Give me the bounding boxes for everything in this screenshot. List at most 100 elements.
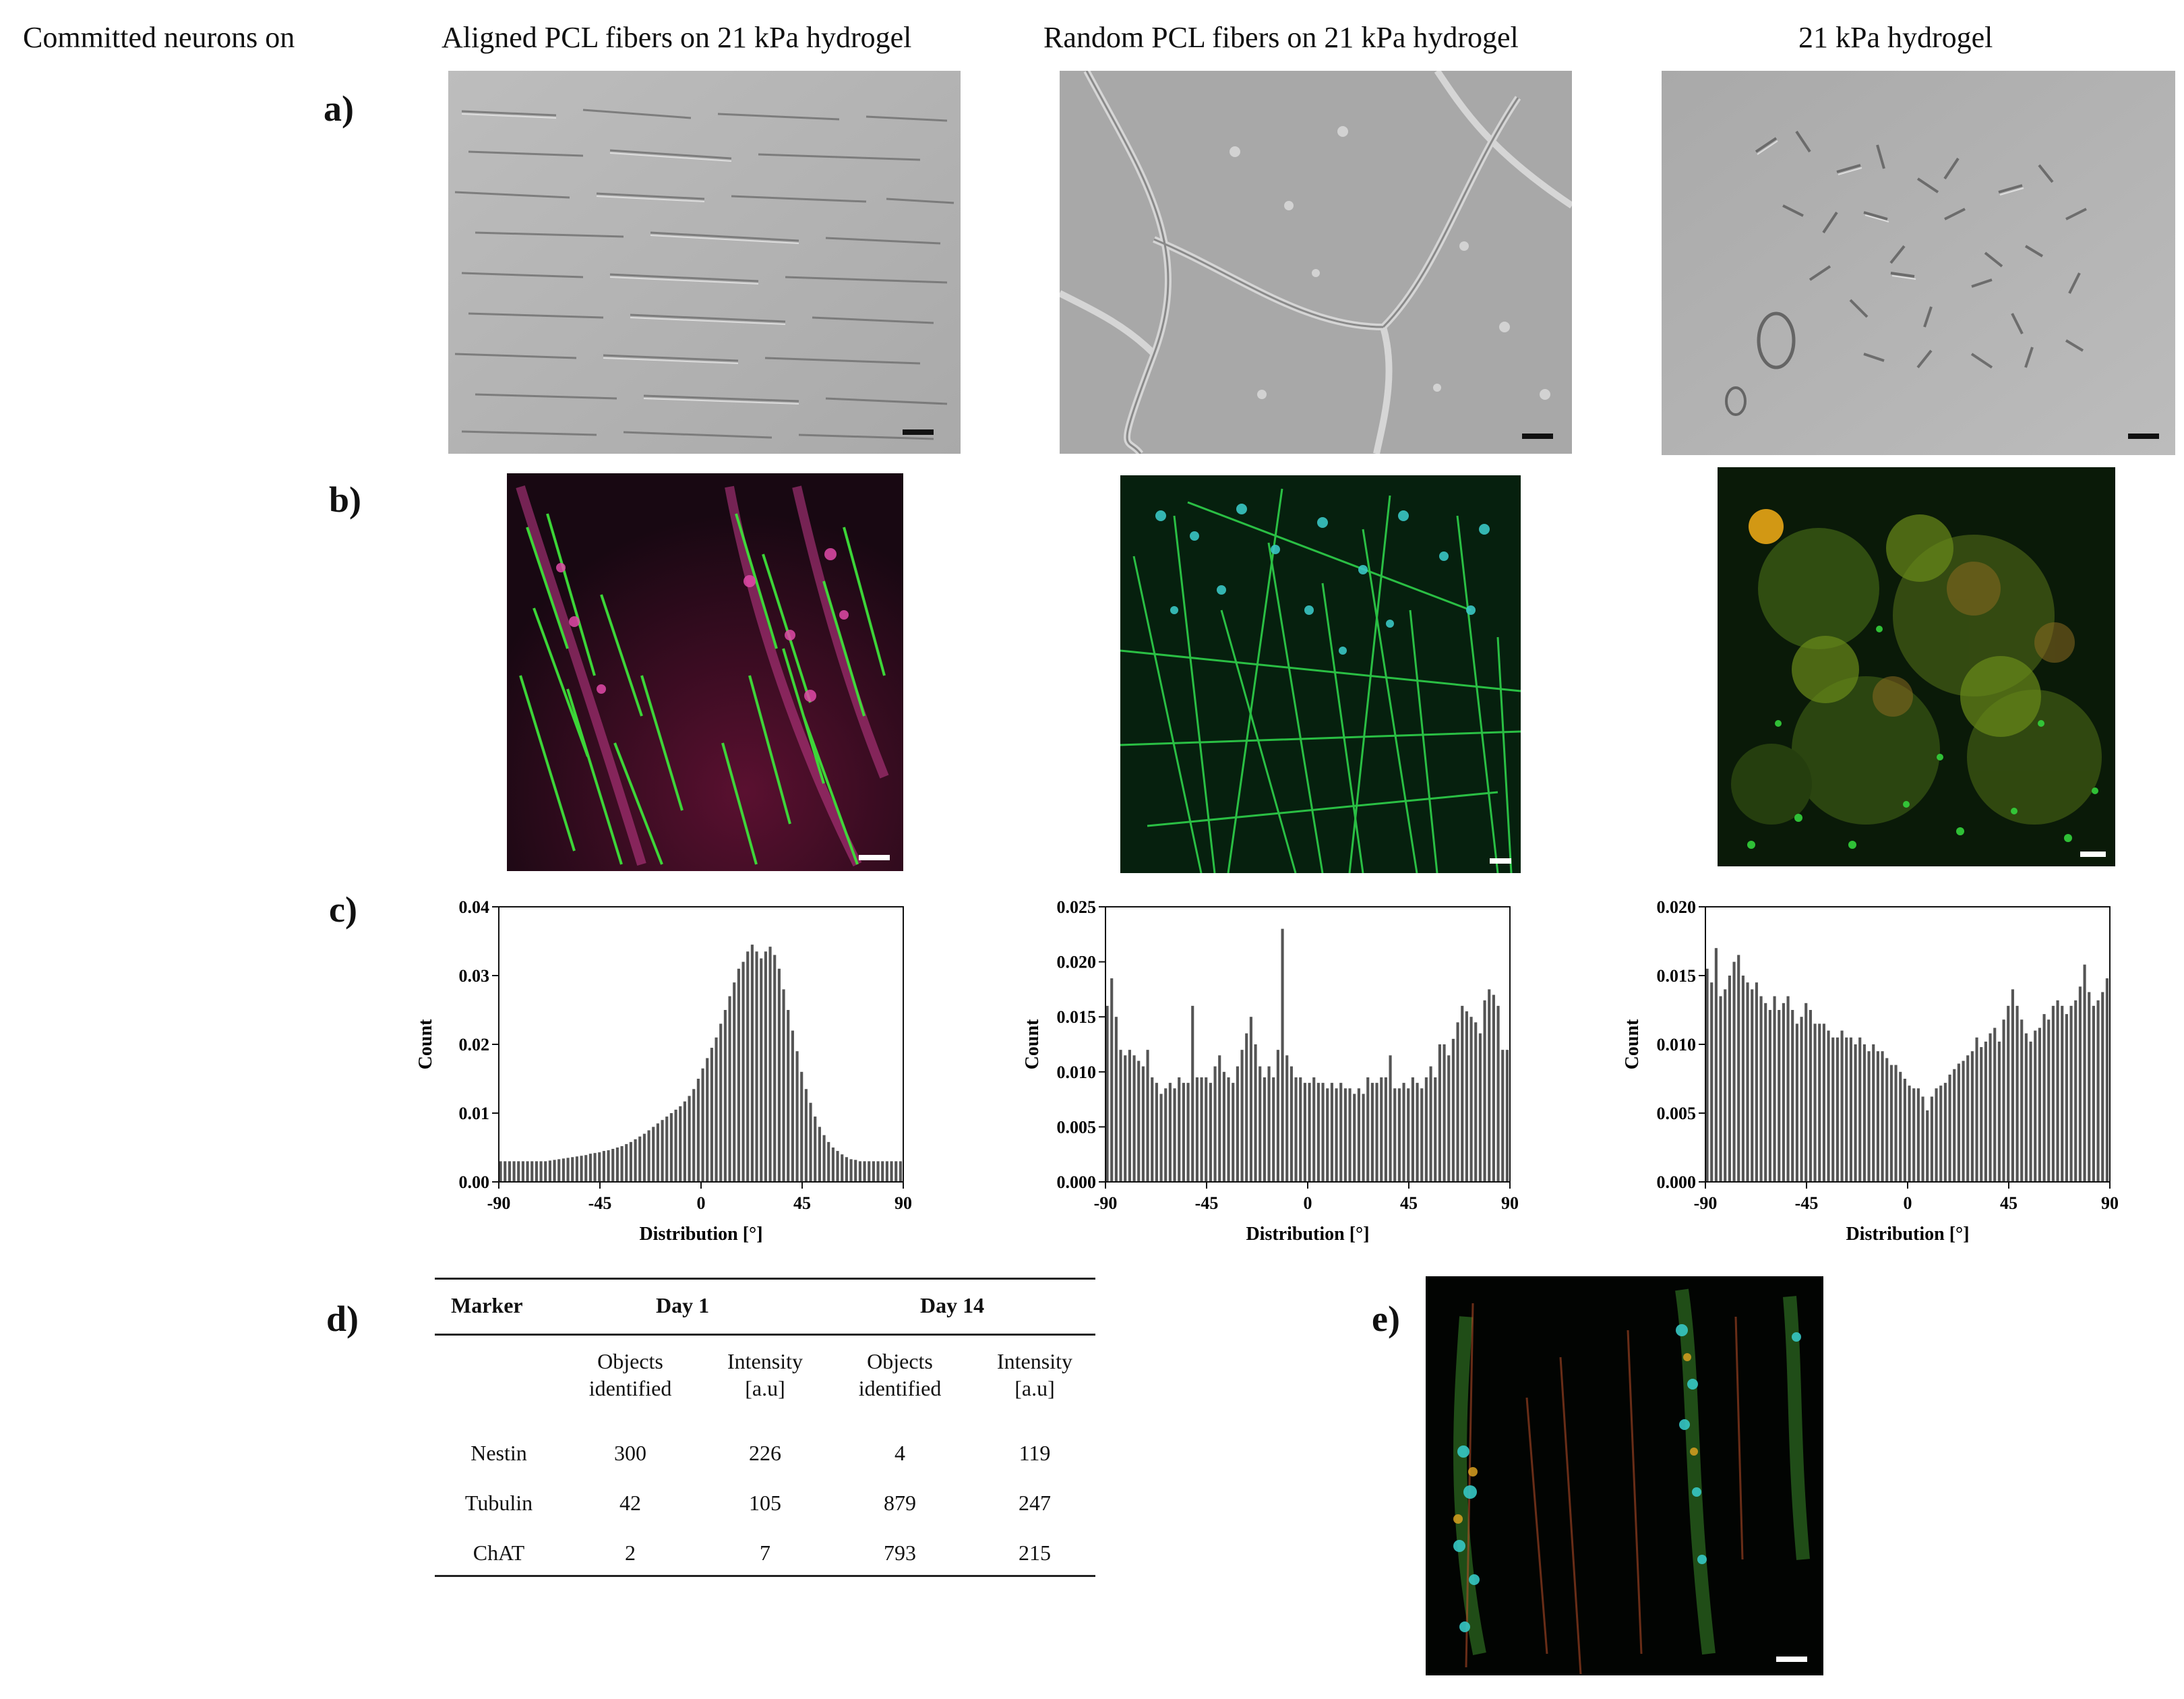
histogram-bar	[800, 1071, 803, 1182]
histogram-bar	[1137, 1061, 1141, 1182]
histogram-hydrogel-svg: 0.000 0.005 0.010 0.015 0.020 -90 -45 0 45 90 Dist…	[1622, 897, 2119, 1245]
histogram-bar	[692, 1089, 696, 1182]
scale-bar	[1490, 858, 1511, 864]
histogram-bar	[1809, 1010, 1812, 1182]
histogram-bar	[1178, 1077, 1181, 1182]
histogram-bar	[845, 1157, 848, 1182]
histogram-bar	[868, 1161, 871, 1182]
histogram-bar	[1889, 1065, 1893, 1182]
histogram-bar	[1353, 1094, 1356, 1182]
x-tick-label: 0	[1304, 1193, 1312, 1213]
histogram-bar	[2088, 992, 2091, 1182]
histogram-bar	[1205, 1077, 1208, 1182]
table-top-rule	[435, 1278, 1095, 1280]
micrograph-a-hydrogel	[1662, 71, 2175, 455]
histogram-bar	[1845, 1037, 1848, 1182]
histogram-bar	[1151, 1077, 1154, 1182]
histogram-bar	[638, 1136, 642, 1182]
x-tick-label: -90	[487, 1193, 511, 1213]
histogram-bar	[787, 1010, 790, 1182]
histogram-bar	[665, 1116, 669, 1182]
histogram-bar	[741, 961, 745, 1182]
x-tick-label: -90	[1694, 1193, 1718, 1213]
histogram-bar	[1343, 1088, 1347, 1182]
histogram-bar	[1773, 996, 1776, 1182]
histogram-bar	[1989, 1033, 1992, 1182]
histogram-bar	[1759, 996, 1763, 1182]
histogram-bar	[1764, 1003, 1767, 1182]
subheader-line: Objects	[597, 1349, 663, 1373]
histogram-bar	[1903, 1079, 1906, 1182]
x-tick-label: 0	[1904, 1193, 1912, 1213]
histogram-bar	[1168, 1083, 1172, 1182]
histogram-bar	[863, 1161, 866, 1182]
histogram-bar	[1362, 1094, 1365, 1182]
histogram-bar	[755, 951, 758, 1182]
fluorescence-e	[1426, 1276, 1823, 1675]
histogram-bar	[2101, 992, 2104, 1182]
cell-d1-intensity: 7	[760, 1541, 770, 1565]
histogram-bar	[2007, 1005, 2010, 1182]
histogram-bar	[777, 968, 781, 1182]
histogram-bar	[1159, 1094, 1163, 1182]
cell-marker: ChAT	[473, 1541, 525, 1565]
histogram-bar	[2065, 1014, 2068, 1182]
histogram-bar	[723, 1010, 727, 1182]
histogram-bar	[1876, 1051, 1879, 1182]
histogram-bar	[881, 1161, 884, 1182]
histogram-bar	[1804, 1003, 1808, 1182]
histogram-bar	[1755, 982, 1758, 1182]
histogram-bar	[1321, 1083, 1325, 1182]
histogram-bar	[764, 951, 767, 1182]
histogram-bar	[679, 1106, 682, 1182]
histogram-bar	[499, 1161, 502, 1182]
histogram-bar	[1299, 1077, 1302, 1182]
histogram-bar	[1249, 1017, 1252, 1182]
histogram-bar	[1778, 1010, 1781, 1182]
y-tick-label: 0.005	[1057, 1117, 1097, 1137]
column-header-hydrogel: 21 kPa hydrogel	[1798, 21, 1993, 54]
histogram-bar	[1451, 1038, 1455, 1182]
histogram-bar	[2105, 978, 2109, 1182]
histogram-bar	[1402, 1083, 1405, 1182]
subheader-objects-day14: Objects identified	[832, 1348, 967, 1402]
histogram-bar	[1186, 1083, 1190, 1182]
histogram-bar	[688, 1096, 691, 1182]
histogram-bar	[1124, 1055, 1127, 1182]
histogram-bar	[2051, 1005, 2055, 1182]
plot-frame	[498, 906, 904, 1183]
cell-marker: Tubulin	[464, 1491, 533, 1515]
histogram-bar	[1930, 1096, 1933, 1182]
histogram-bar	[1501, 1050, 1505, 1182]
histogram-bar	[1105, 1005, 1109, 1182]
y-tick-label: 0.010	[1657, 1035, 1697, 1054]
column-header-aligned: Aligned PCL fibers on 21 kPa hydrogel	[442, 21, 912, 54]
histogram-bar	[1768, 1010, 1771, 1182]
histogram-bar	[1948, 1074, 1951, 1182]
histogram-bar	[2011, 989, 2014, 1182]
histogram-bar	[1424, 1077, 1428, 1182]
marker-table: Marker Day 1 Day 14 Objects identified I…	[435, 1278, 1095, 1577]
histogram-bar	[1420, 1088, 1424, 1182]
histogram-bar	[1488, 989, 1491, 1182]
histogram-bar	[1114, 1017, 1118, 1182]
row-title: Committed neurons on	[23, 21, 295, 54]
histogram-bar	[890, 1161, 893, 1182]
histogram-bar	[1705, 968, 1709, 1182]
histogram-bar	[611, 1149, 615, 1182]
histogram-bar	[1710, 982, 1713, 1182]
y-tick-label: 0.03	[459, 966, 490, 986]
y-tick-label: 0.010	[1057, 1063, 1097, 1082]
histogram-bar	[1997, 1041, 2001, 1182]
histogram-bar	[1335, 1088, 1338, 1182]
histogram-bar	[2096, 1000, 2100, 1182]
x-axis-label: Distribution [°]	[1246, 1224, 1369, 1245]
histogram-bar	[1119, 1050, 1122, 1182]
histogram-bar	[1800, 1017, 1803, 1182]
histogram-bar	[661, 1120, 664, 1182]
y-tick-label: 0.020	[1057, 953, 1097, 972]
histogram-bar	[894, 1161, 898, 1182]
histogram-bar	[1245, 1033, 1248, 1182]
header-marker: Marker	[451, 1293, 523, 1317]
x-tick-label: 90	[1501, 1193, 1519, 1213]
